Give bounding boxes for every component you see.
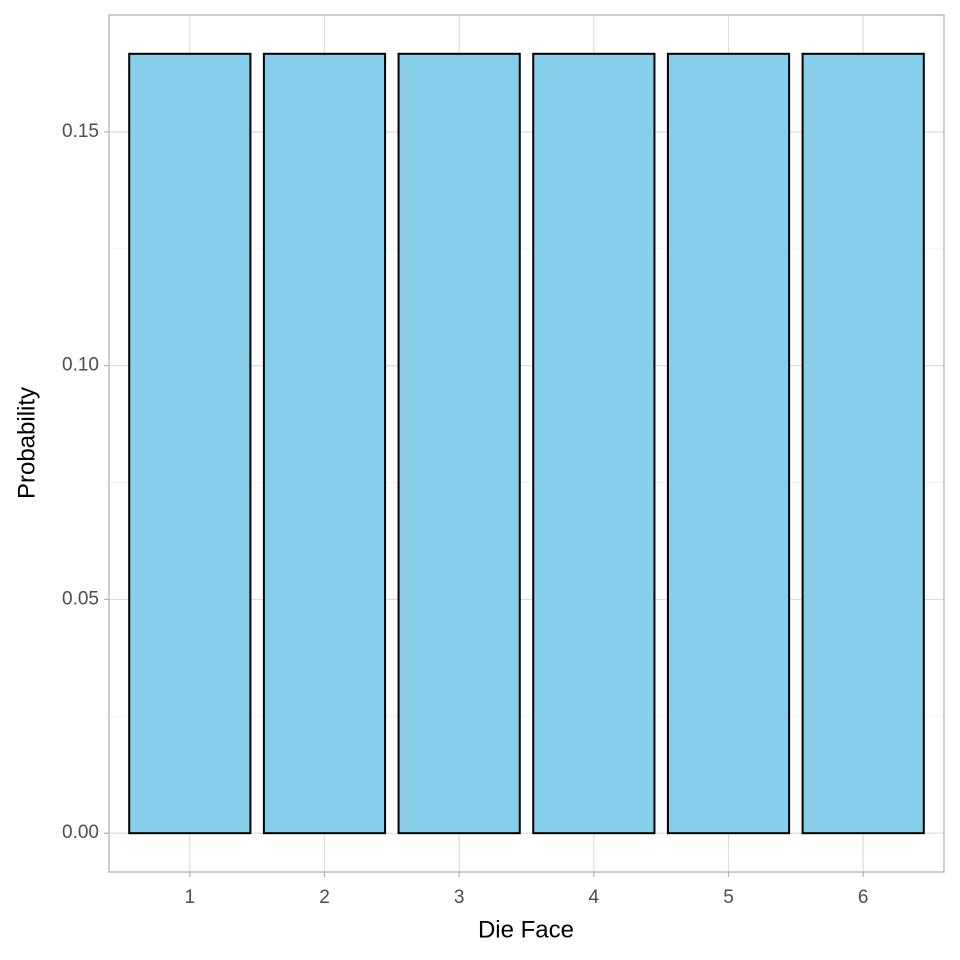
x-tick-label: 6 xyxy=(858,887,869,908)
bar xyxy=(262,52,387,835)
y-axis-title: Probability xyxy=(13,387,40,499)
bar xyxy=(397,52,521,835)
bar xyxy=(666,52,791,835)
bar xyxy=(801,52,925,835)
y-tick-label: 0.00 xyxy=(62,822,99,843)
x-tick-label: 5 xyxy=(723,887,734,908)
y-tick-label: 0.15 xyxy=(62,121,99,142)
x-tick-label: 1 xyxy=(185,887,196,908)
x-tick-label: 3 xyxy=(454,887,465,908)
bar xyxy=(532,52,656,835)
x-axis-title: Die Face xyxy=(478,916,574,943)
bar xyxy=(128,52,252,835)
x-tick-label: 2 xyxy=(319,887,330,908)
panel-border xyxy=(108,14,945,873)
y-tick-label: 0.05 xyxy=(62,588,99,609)
y-tick-label: 0.10 xyxy=(62,355,99,376)
x-tick-label: 4 xyxy=(589,887,600,908)
